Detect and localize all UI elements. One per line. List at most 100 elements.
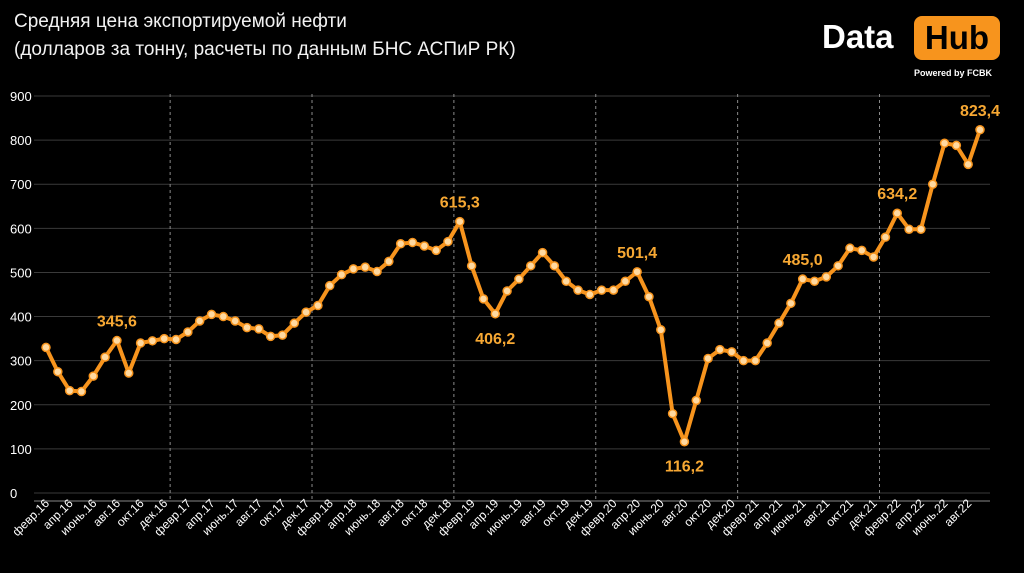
data-point [951,140,962,151]
data-point [868,252,879,262]
data-point [656,325,666,335]
data-point [313,300,323,311]
data-point [667,408,678,419]
data-point [242,322,252,333]
y-tick-layer: 0 100 200 300 400 500 600 700 800 900 [10,89,32,501]
data-point [407,237,418,248]
series-line-layer [44,127,982,444]
data-point [679,436,690,447]
data-point [537,247,548,258]
data-point [324,280,335,291]
logo-badge-text: Hub [924,19,990,56]
chart-title: Средняя цена экспортируемой нефти [14,11,347,32]
data-point [715,344,725,355]
data-label: 485,0 [783,252,823,269]
data-point [443,236,453,247]
data-point [230,316,240,326]
year-separator-layer [169,94,881,500]
data-point [76,386,87,397]
y-tick-label: 300 [10,354,32,369]
data-point [466,261,477,271]
data-point [620,276,631,287]
data-point [833,261,843,271]
marker-layer [41,125,985,447]
data-point [395,239,406,249]
data-point [41,342,51,353]
data-point [88,371,99,381]
logo-badge: Hub [914,16,1000,60]
data-point [431,245,441,256]
data-point [147,336,158,346]
data-point [845,243,855,253]
y-tick-label: 800 [10,133,32,148]
data-point [64,385,75,396]
data-point [194,316,205,326]
data-point [336,269,347,280]
data-point [809,276,820,287]
data-label: 634,2 [877,186,917,203]
data-point [171,334,181,345]
data-point [880,232,891,242]
data-point [916,224,926,234]
datahub-logo: Data Hub Powered by FCBK [820,14,1010,84]
data-label: 501,4 [617,245,657,262]
data-point [100,352,110,362]
data-point [691,395,702,406]
data-point [478,294,489,304]
logo-powered-by: Powered by FCBK [914,68,993,78]
data-point [455,216,465,227]
y-tick-label: 200 [10,398,32,413]
data-point [525,261,536,271]
series-line [44,127,982,444]
data-point [265,331,276,342]
logo-text: Data [822,18,894,55]
data-label: 406,2 [475,331,515,348]
data-point [762,338,772,348]
data-point [514,274,524,284]
data-point [632,267,642,277]
data-point [301,307,311,317]
y-tick-label: 0 [10,486,17,501]
data-point [277,330,288,340]
data-point [348,264,359,274]
data-point [963,159,973,170]
data-point [502,286,512,296]
data-point [821,272,832,282]
data-point [135,338,146,348]
data-label: 823,4 [960,103,1000,120]
data-point [183,327,193,337]
data-point [596,285,607,295]
data-point [786,298,796,309]
data-point [644,291,654,302]
x-tick-layer: февр.16апр.16июнь.16авг.16окт.16дек.16фе… [9,496,974,539]
y-tick-label: 400 [10,310,32,325]
data-point [218,311,229,322]
data-point [360,262,370,272]
chart-subtitle: (долларов за тонну, расчеты по данным БН… [14,39,516,60]
data-point [372,266,382,277]
data-point [750,355,761,366]
title-block: Средняя цена экспортируемой нефти (долла… [14,8,516,64]
data-point [939,138,950,148]
y-tick-label: 100 [10,442,32,457]
data-point [112,335,122,346]
y-tick-label: 900 [10,89,32,104]
data-point [549,261,560,271]
data-point [573,285,583,295]
data-point [490,309,501,319]
data-point [797,274,808,284]
data-label: 615,3 [440,195,480,212]
data-point [703,353,713,364]
data-point [254,324,264,334]
data-point [904,224,914,234]
data-point [206,309,217,320]
data-point [384,256,394,267]
data-point [585,289,595,300]
data-point [561,276,571,287]
data-label-layer: 345,6 615,3 406,2 501,4 116,2 485,0 634,2 823,4 [97,103,1000,476]
data-point [927,179,938,189]
data-point [726,347,737,357]
data-point [419,241,430,251]
data-point [774,318,784,328]
